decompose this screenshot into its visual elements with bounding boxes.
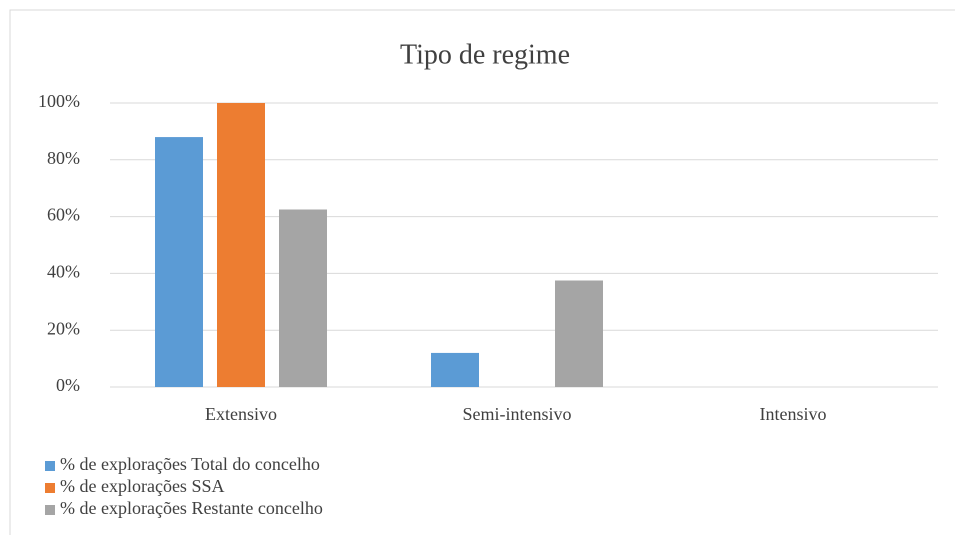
legend-swatch: [45, 483, 55, 493]
legend-label: % de explorações SSA: [60, 476, 224, 496]
x-tick-label: Semi-intensivo: [463, 404, 572, 424]
y-tick-label: 60%: [47, 205, 80, 225]
legend-label: % de explorações Total do concelho: [60, 454, 320, 474]
y-tick-label: 20%: [47, 318, 80, 338]
legend-label: % de explorações Restante concelho: [60, 498, 323, 518]
legend-swatch: [45, 505, 55, 515]
x-tick-label: Extensivo: [205, 404, 277, 424]
chart-title: Tipo de regime: [400, 39, 570, 70]
bar: [279, 209, 327, 387]
bar: [555, 280, 603, 387]
bar: [217, 103, 265, 387]
y-tick-label: 0%: [56, 375, 80, 395]
y-tick-label: 80%: [47, 148, 80, 168]
y-tick-label: 40%: [47, 262, 80, 282]
chart-border: [9, 9, 955, 535]
y-tick-label: 100%: [38, 91, 80, 111]
x-tick-label: Intensivo: [760, 404, 827, 424]
legend-swatch: [45, 461, 55, 471]
bar: [155, 137, 203, 387]
bar: [431, 352, 479, 387]
